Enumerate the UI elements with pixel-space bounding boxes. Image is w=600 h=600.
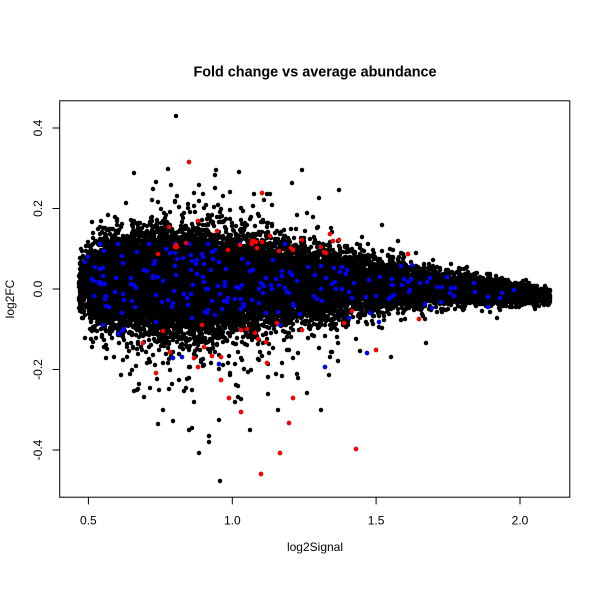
svg-text:0.5: 0.5 [80,514,97,528]
svg-text:0.0: 0.0 [31,280,45,297]
svg-text:1.0: 1.0 [224,514,241,528]
svg-text:0.2: 0.2 [31,200,45,217]
svg-text:log2Signal: log2Signal [287,540,343,554]
svg-text:-0.4: -0.4 [31,439,45,460]
svg-text:log2FC: log2FC [3,279,17,318]
svg-text:-0.2: -0.2 [31,359,45,380]
svg-text:2.0: 2.0 [512,514,529,528]
svg-text:Fold change vs average abundan: Fold change vs average abundance [193,65,436,81]
svg-text:0.4: 0.4 [31,119,45,136]
svg-text:1.5: 1.5 [368,514,385,528]
